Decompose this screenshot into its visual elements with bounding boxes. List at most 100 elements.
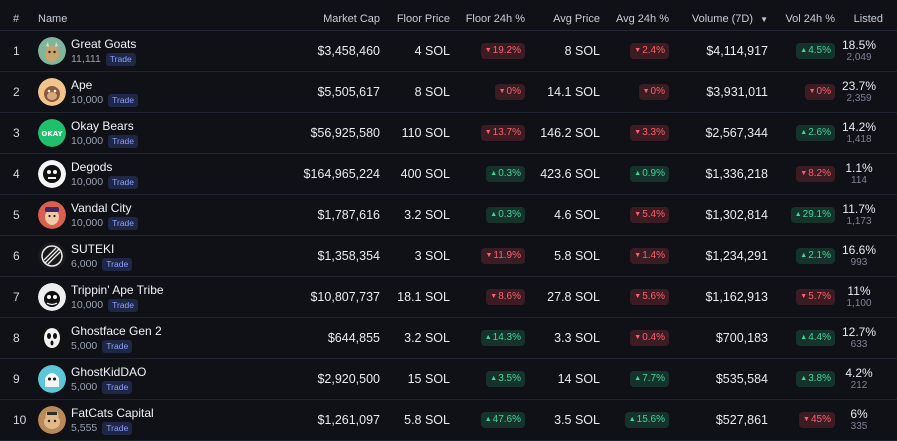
trade-button[interactable]: Trade xyxy=(108,134,139,148)
floor-change-cell: ▲0.3% xyxy=(455,154,525,194)
collection-name[interactable]: Ape xyxy=(71,77,93,92)
floor-change-badge: ▲0.3% xyxy=(486,166,525,182)
market-cap-cell: $1,261,097 xyxy=(317,413,380,427)
volume-cell: $2,567,344 xyxy=(705,126,768,140)
trade-button[interactable]: Trade xyxy=(102,339,133,353)
trade-button[interactable]: Trade xyxy=(102,421,133,435)
collection-name-cell[interactable]: OKAY Okay Bears 10,000 Trade xyxy=(38,113,258,153)
table-row[interactable]: 8 Ghostface Gen 2 5,000 Trade $644,855 3.2 SO… xyxy=(0,318,897,359)
listed-column-header[interactable]: Listed xyxy=(853,13,883,25)
suteki-avatar xyxy=(38,242,66,270)
arrow-up-icon: ▲ xyxy=(484,334,492,341)
trade-button[interactable]: Trade xyxy=(108,216,139,230)
vol-change-badge: ▲29.1% xyxy=(790,207,835,223)
volume-cell: $535,584 xyxy=(715,372,768,386)
collection-name[interactable]: Okay Bears xyxy=(71,118,134,133)
vol-change-badge: ▲4.5% xyxy=(796,43,835,59)
table-row[interactable]: 5 Vandal City 10,000 Trade $1,787,616 3.2 SOL… xyxy=(0,195,897,236)
vol-change-badge: ▼0% xyxy=(804,84,835,100)
avg-change-badge: ▲15.6% xyxy=(624,412,669,428)
arrow-down-icon: ▼ xyxy=(800,293,808,300)
collection-name-cell[interactable]: Great Goats 11,111 Trade xyxy=(38,31,258,71)
collection-name[interactable]: Ghostface Gen 2 xyxy=(71,323,162,338)
rank-column-header: # xyxy=(13,13,20,25)
arrow-up-icon: ▲ xyxy=(800,129,808,136)
avg-change-badge: ▼1.4% xyxy=(630,248,669,264)
ape-avatar xyxy=(38,78,66,106)
rank-cell: 9 xyxy=(13,372,20,386)
market-cap-column-header[interactable]: Market Cap xyxy=(323,13,380,25)
arrow-up-icon: ▲ xyxy=(634,170,642,177)
market-cap-cell: $3,458,460 xyxy=(317,44,380,58)
collection-name-cell[interactable]: Degods 10,000 Trade xyxy=(38,154,258,194)
arrow-up-icon: ▲ xyxy=(800,334,808,341)
trade-button[interactable]: Trade xyxy=(102,380,133,394)
table-row[interactable]: 3 OKAY Okay Bears 10,000 Trade $56,925,580 110… xyxy=(0,113,897,154)
avg-price-column-header[interactable]: Avg Price xyxy=(553,13,600,25)
table-row[interactable]: 7 Trippin' Ape Tribe 10,000 Trade $10,807,73… xyxy=(0,277,897,318)
arrow-down-icon: ▼ xyxy=(634,47,642,54)
name-column-header[interactable]: Name xyxy=(38,13,68,25)
collection-name[interactable]: Degods xyxy=(71,159,113,174)
table-row[interactable]: 10 FatCats Capital 5,555 Trade $1,261,097 5.8… xyxy=(0,400,897,441)
rank-cell: 6 xyxy=(13,249,20,263)
table-row[interactable]: 9 GhostKidDAO 5,000 Trade $2,920,500 15 SOL ▲3… xyxy=(0,359,897,400)
supply-count: 5,000 xyxy=(71,381,98,393)
volume-7d-column-header[interactable]: Volume (7D) ▼ xyxy=(670,13,768,26)
floor-price-cell: 110 SOL xyxy=(401,126,450,140)
goat-avatar xyxy=(38,37,66,65)
vol-24h-column-header[interactable]: Vol 24h % xyxy=(785,13,835,25)
floor-24h-column-header[interactable]: Floor 24h % xyxy=(465,13,525,25)
floor-price-column-header[interactable]: Floor Price xyxy=(396,13,450,25)
trade-button[interactable]: Trade xyxy=(102,257,133,271)
market-cap-cell: $5,505,617 xyxy=(317,85,380,99)
volume-cell: $1,336,218 xyxy=(705,167,768,181)
arrow-down-icon: ▼ xyxy=(490,293,498,300)
trade-button[interactable]: Trade xyxy=(108,93,139,107)
listed-cell: 16.6% 993 xyxy=(835,236,883,276)
fatcats-avatar xyxy=(38,406,66,434)
listed-cell: 18.5% 2,049 xyxy=(835,31,883,71)
table-row[interactable]: 2 Ape 10,000 Trade $5,505,617 8 SOL ▼0% 14.1 SO… xyxy=(0,72,897,113)
arrow-down-icon: ▼ xyxy=(484,129,492,136)
trade-button[interactable]: Trade xyxy=(105,52,136,66)
collection-name[interactable]: Trippin' Ape Tribe xyxy=(71,282,164,297)
avg-price-cell: 27.8 SOL xyxy=(547,290,600,304)
collection-name-cell[interactable]: Ape 10,000 Trade xyxy=(38,72,258,112)
market-cap-cell: $644,855 xyxy=(327,331,380,345)
collection-name-cell[interactable]: Ghostface Gen 2 5,000 Trade xyxy=(38,318,258,358)
collection-name-cell[interactable]: Vandal City 10,000 Trade xyxy=(38,195,258,235)
table-row[interactable]: 6 SUTEKI 6,000 Trade $1,358,354 3 SOL ▼11.9% 5.… xyxy=(0,236,897,277)
floor-price-cell: 18.1 SOL xyxy=(397,290,450,304)
arrow-up-icon: ▲ xyxy=(800,252,808,259)
table-header: # Name Market Cap Floor Price Floor 24h … xyxy=(0,0,897,31)
rank-cell: 2 xyxy=(13,85,20,99)
avg-price-cell: 5.8 SOL xyxy=(554,249,600,263)
avg-change-cell: ▼0.4% xyxy=(600,318,669,358)
listed-cell: 12.7% 633 xyxy=(835,318,883,358)
supply-count: 10,000 xyxy=(71,217,104,229)
vol-change-cell: ▼5.7% xyxy=(775,277,835,317)
collection-name[interactable]: Vandal City xyxy=(71,200,132,215)
arrow-down-icon: ▼ xyxy=(634,129,642,136)
arrow-up-icon: ▲ xyxy=(800,47,808,54)
collection-name-cell[interactable]: Trippin' Ape Tribe 10,000 Trade xyxy=(38,277,258,317)
collection-name-cell[interactable]: SUTEKI 6,000 Trade xyxy=(38,236,258,276)
collection-name[interactable]: FatCats Capital xyxy=(71,405,154,420)
volume-cell: $1,302,814 xyxy=(705,208,768,222)
collection-name-cell[interactable]: FatCats Capital 5,555 Trade xyxy=(38,400,258,440)
collection-name[interactable]: GhostKidDAO xyxy=(71,364,147,379)
collection-name-cell[interactable]: GhostKidDAO 5,000 Trade xyxy=(38,359,258,399)
vol-change-badge: ▲2.1% xyxy=(796,248,835,264)
arrow-up-icon: ▲ xyxy=(484,416,492,423)
table-row[interactable]: 4 Degods 10,000 Trade $164,965,224 400 SOL ▲0.… xyxy=(0,154,897,195)
market-cap-cell: $10,807,737 xyxy=(310,290,380,304)
collection-name[interactable]: Great Goats xyxy=(71,36,137,51)
listed-cell: 14.2% 1,418 xyxy=(835,113,883,153)
trade-button[interactable]: Trade xyxy=(108,175,139,189)
collection-name[interactable]: SUTEKI xyxy=(71,241,115,256)
avg-24h-column-header[interactable]: Avg 24h % xyxy=(615,13,669,25)
table-row[interactable]: 1 Great Goats 11,111 Trade $3,458,460 4 SOL ▼1… xyxy=(0,31,897,72)
trade-button[interactable]: Trade xyxy=(108,298,139,312)
listed-percent: 14.2% xyxy=(841,120,877,134)
